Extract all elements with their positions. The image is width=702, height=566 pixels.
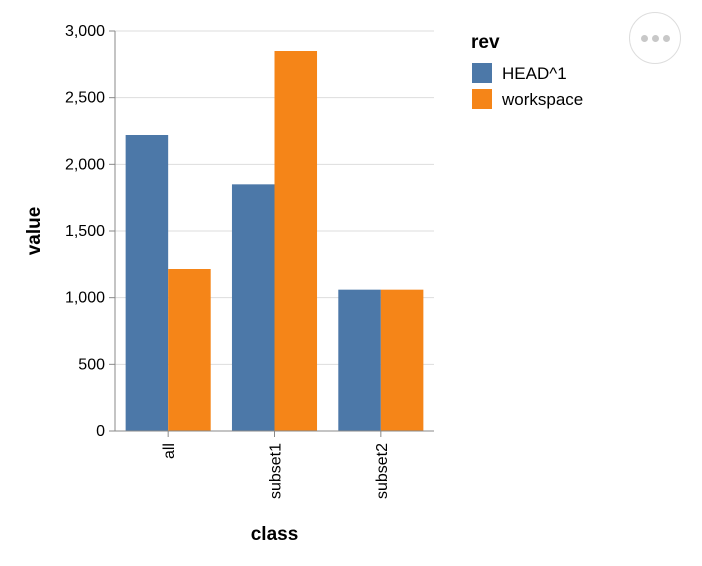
y-tick-label: 1,000	[65, 290, 105, 307]
bar-all-workspace	[168, 269, 211, 431]
x-tick-label: subset1	[268, 443, 285, 499]
actions-menu-button[interactable]	[629, 12, 681, 64]
ellipsis-icon	[640, 34, 670, 42]
ellipsis-dot	[662, 34, 670, 42]
y-tick-label: 500	[78, 356, 105, 373]
y-axis-title: value	[24, 207, 45, 256]
bar-subset1-head1	[231, 184, 275, 431]
bar-subset2-workspace	[380, 289, 424, 431]
y-tick-label: 2,000	[65, 156, 105, 173]
y-tick-label: 3,000	[65, 23, 105, 40]
y-axis-ticks: 0 500 1,000 1,500 2,000 2,500 3,000	[65, 23, 115, 440]
x-axis-ticks: all subset1 subset2	[161, 431, 391, 499]
legend-label: workspace	[501, 90, 583, 109]
legend-swatch	[472, 63, 492, 83]
legend: rev HEAD^1 workspace	[471, 32, 583, 109]
bars	[125, 51, 424, 431]
x-tick-label: subset2	[374, 443, 391, 499]
legend-label: HEAD^1	[502, 64, 567, 83]
bar-all-head1	[125, 135, 169, 431]
legend-title: rev	[471, 32, 500, 53]
ellipsis-dot	[651, 34, 659, 42]
y-tick-label: 1,500	[65, 223, 105, 240]
x-tick-label: all	[161, 443, 178, 459]
x-axis-title: class	[251, 524, 299, 545]
bar-subset2-head1	[338, 289, 381, 431]
y-tick-label: 2,500	[65, 90, 105, 107]
bar-subset1-workspace	[274, 51, 318, 431]
y-tick-label: 0	[96, 423, 105, 440]
ellipsis-dot	[640, 34, 648, 42]
legend-swatch	[472, 89, 492, 109]
